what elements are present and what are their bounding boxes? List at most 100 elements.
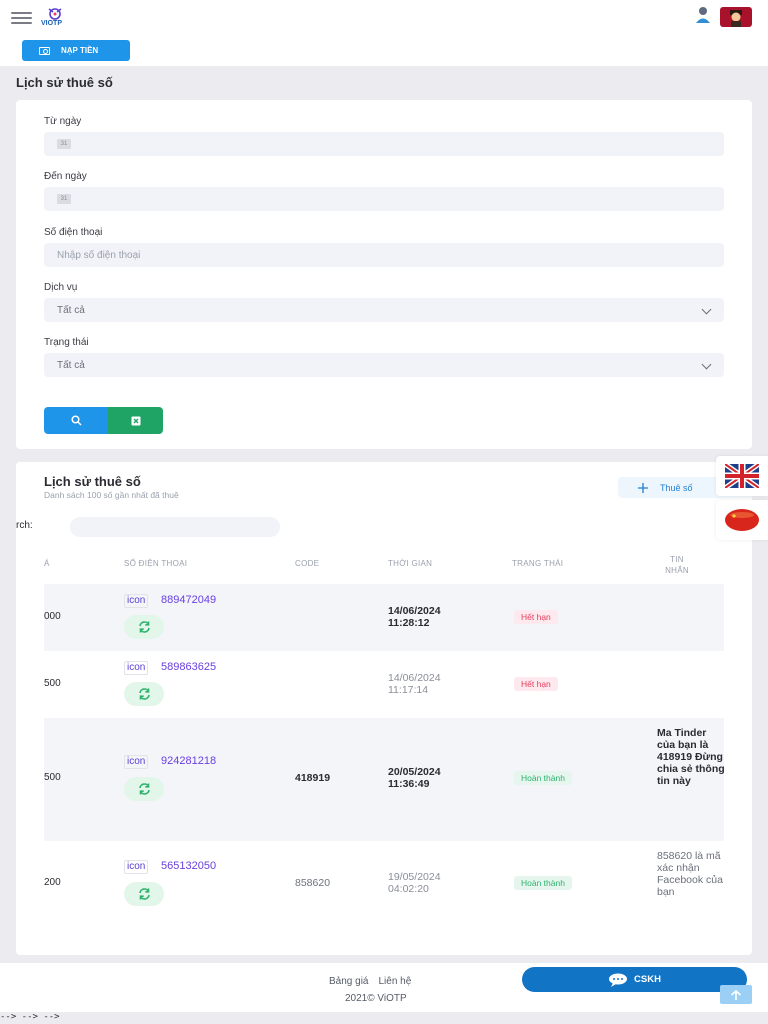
time-cell: 11:36:49: [388, 778, 430, 790]
table-row: 500 icon 924281218 418919 20/05/2024 11:…: [44, 718, 725, 841]
status-label: Trạng thái: [44, 337, 89, 348]
status-badge: Hoàn thành: [514, 876, 572, 890]
date-cell: 14/06/2024: [388, 605, 441, 617]
uk-flag-icon: [725, 464, 759, 488]
table-subtitle: Danh sách 100 số gần nhất đã thuê: [44, 490, 179, 500]
phone-label: Số điện thoại: [44, 227, 103, 238]
phone-input[interactable]: Nhập số điện thoại: [44, 243, 724, 267]
code-cell: 418919: [295, 772, 331, 784]
table-row: 000 icon 889472049 14/06/2024 11:28:12 H…: [44, 584, 724, 651]
code-cell: 858620: [295, 877, 331, 889]
phone-number[interactable]: 565132050: [161, 860, 217, 872]
excel-icon: [131, 416, 140, 425]
phone-placeholder: Nhập số điện thoại: [57, 249, 141, 261]
service-icon: icon: [124, 661, 149, 675]
table-title: Lịch sử thuê số: [44, 474, 141, 489]
column-header-time: THỜI GIAN: [388, 559, 433, 568]
phone-number[interactable]: 589863625: [161, 661, 217, 673]
topup-label: NẠP TIỀN: [61, 46, 99, 55]
price-cell: 000: [44, 611, 61, 622]
language-english[interactable]: [716, 456, 768, 496]
search-button[interactable]: [44, 407, 108, 434]
menu-icon[interactable]: [11, 12, 32, 24]
refresh-button[interactable]: [124, 682, 164, 706]
search-icon: [70, 415, 82, 426]
date-cell: 20/05/2024: [388, 766, 441, 778]
chat-icon: [609, 973, 628, 987]
footer-link-contact[interactable]: Liên hệ: [378, 976, 412, 987]
chevron-down-icon: [701, 304, 712, 315]
status-selected: Tất cả: [57, 359, 85, 371]
price-cell: 500: [44, 678, 61, 689]
refresh-button[interactable]: [124, 615, 164, 639]
footer: Bảng giá Liên hệ 2021© ViOTP CSKH: [0, 963, 768, 1012]
china-flag-icon: [725, 509, 759, 531]
to-date-label: Đến ngày: [44, 171, 87, 182]
phone-number[interactable]: 924281218: [161, 755, 217, 767]
service-selected: Tất cả: [57, 304, 85, 316]
viotp-logo[interactable]: VIOTP: [41, 7, 77, 29]
topup-button[interactable]: NẠP TIỀN: [22, 40, 130, 61]
service-icon: icon: [124, 594, 149, 608]
service-icon: icon: [124, 860, 149, 874]
date-cell: 14/06/2024: [388, 672, 441, 684]
column-header-status: TRẠNG THÁI: [512, 559, 564, 568]
calendar-icon: 31: [57, 139, 71, 149]
filter-card: Từ ngày 31 Đến ngày 31 Số điện thoại Nhậ…: [16, 100, 752, 449]
price-cell: 200: [44, 877, 61, 888]
time-cell: 11:28:12: [388, 617, 430, 629]
avatar[interactable]: [720, 7, 752, 27]
wallet-icon: [39, 46, 50, 55]
time-cell: 11:17:14: [388, 684, 429, 696]
table-search-input[interactable]: [70, 517, 280, 537]
stray-text: --> --> -->: [0, 1012, 60, 1022]
to-date-input[interactable]: 31: [44, 187, 724, 211]
service-icon: icon: [124, 755, 149, 769]
footer-links: Bảng giá Liên hệ: [329, 976, 411, 987]
topup-strip: NẠP TIỀN: [0, 34, 768, 66]
time-cell: 04:02:20: [388, 883, 429, 895]
from-date-label: Từ ngày: [44, 116, 82, 127]
logo-text: VIOTP: [41, 20, 63, 27]
service-select[interactable]: Tất cả: [44, 298, 724, 322]
support-chat-button[interactable]: CSKH: [522, 967, 747, 992]
message-cell: Ma Tinder của bạn là 418919 Đừng chia sẻ…: [657, 727, 725, 787]
phone-number[interactable]: 889472049: [161, 594, 217, 606]
refresh-icon: [138, 621, 150, 633]
refresh-button[interactable]: [124, 777, 164, 801]
plus-icon: [638, 482, 648, 493]
status-select[interactable]: Tất cả: [44, 353, 724, 377]
rent-label: Thuê số: [660, 482, 693, 493]
table-row: 500 icon 589863625 14/06/2024 11:17:14 H…: [44, 651, 724, 718]
status-badge: Hết hạn: [514, 677, 558, 691]
export-excel-button[interactable]: [108, 407, 163, 434]
page-title: Lịch sử thuê số: [16, 75, 113, 90]
column-header-message: TIN NHẮN: [665, 555, 689, 575]
column-header-phone: SỐ ĐIỆN THOẠI: [124, 559, 188, 568]
message-cell: 858620 là mã xác nhận Facebook của bạn: [657, 850, 723, 898]
date-cell: 19/05/2024: [388, 871, 441, 883]
status-badge: Hoàn thành: [514, 771, 572, 785]
service-label: Dịch vụ: [44, 282, 78, 293]
table-search-label: rch:: [16, 520, 33, 531]
calendar-icon: 31: [57, 194, 71, 204]
user-icon[interactable]: [695, 6, 711, 24]
support-label: CSKH: [634, 974, 661, 985]
price-cell: 500: [44, 772, 61, 783]
refresh-icon: [138, 888, 150, 900]
status-badge: Hết hạn: [514, 610, 558, 624]
chevron-down-icon: [701, 359, 712, 370]
column-header-price: Á: [44, 559, 50, 568]
from-date-input[interactable]: 31: [44, 132, 724, 156]
language-chinese[interactable]: [716, 500, 768, 540]
top-navbar: VIOTP: [0, 0, 768, 34]
history-table-card: Lịch sử thuê số Danh sách 100 số gần nhấ…: [16, 462, 752, 955]
copyright: 2021© ViOTP: [345, 993, 407, 1004]
refresh-icon: [138, 783, 150, 795]
arrow-up-icon: [730, 989, 742, 1000]
scroll-to-top-button[interactable]: [720, 985, 752, 1004]
column-header-code: CODE: [295, 559, 320, 568]
footer-link-pricing[interactable]: Bảng giá: [329, 976, 369, 987]
table-row: 200 icon 565132050 858620 19/05/2024 04:…: [44, 841, 724, 927]
refresh-button[interactable]: [124, 882, 164, 906]
